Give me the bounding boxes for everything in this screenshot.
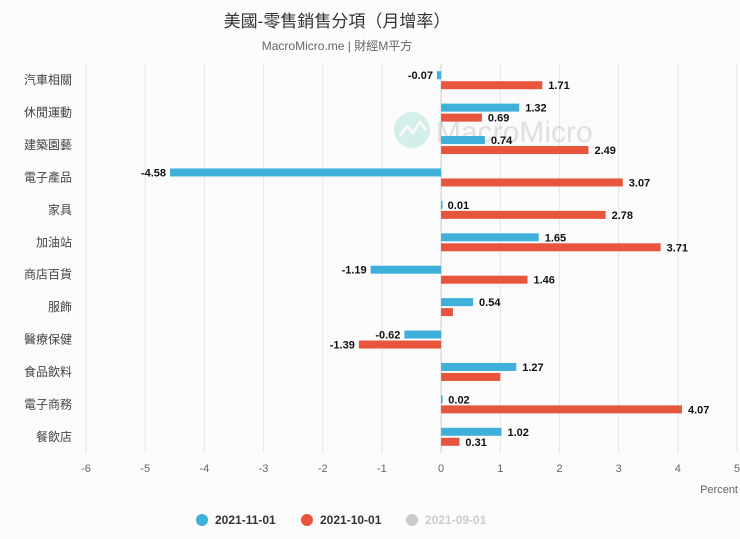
- bar[interactable]: [441, 146, 589, 155]
- bar[interactable]: [441, 275, 528, 284]
- data-label: 0.31: [465, 437, 486, 449]
- bar[interactable]: [441, 103, 520, 112]
- data-label: 1.27: [522, 362, 543, 374]
- x-tick-label: 1: [497, 463, 503, 475]
- data-label: 0.54: [479, 297, 501, 309]
- category-label: 醫療保健: [24, 333, 72, 347]
- x-tick-label: -3: [259, 463, 269, 475]
- category-label: 加油站: [36, 235, 72, 249]
- data-label: 3.07: [629, 177, 650, 189]
- x-tick-label: 4: [675, 463, 681, 475]
- category-label: 餐飲店: [36, 429, 72, 444]
- bar[interactable]: [370, 265, 442, 274]
- legend-marker-icon: [196, 514, 208, 526]
- x-tick-label: 5: [734, 463, 740, 475]
- data-label: -4.58: [141, 167, 166, 179]
- data-label: -1.19: [342, 265, 367, 277]
- category-label: 電子產品: [24, 169, 72, 184]
- x-tick-label: -5: [140, 463, 150, 475]
- x-tick-label: 2: [556, 463, 562, 475]
- bar[interactable]: [436, 71, 442, 80]
- data-label: 1.65: [545, 232, 566, 244]
- bar[interactable]: [170, 168, 442, 177]
- data-label: 3.71: [667, 242, 688, 254]
- category-label: 汽車相關: [24, 72, 72, 87]
- category-label: 建築園藝: [24, 137, 72, 152]
- bar[interactable]: [404, 330, 442, 339]
- bar[interactable]: [441, 395, 443, 404]
- legend-marker-icon: [406, 514, 418, 526]
- category-label: 服飾: [48, 300, 72, 314]
- legend-item[interactable]: 2021-10-01: [301, 513, 382, 527]
- bar[interactable]: [441, 427, 502, 436]
- bar[interactable]: [441, 81, 543, 90]
- bar[interactable]: [441, 298, 474, 307]
- x-tick-label: -4: [199, 463, 209, 475]
- bar[interactable]: [441, 405, 682, 414]
- data-label: 1.71: [548, 80, 569, 92]
- bar[interactable]: [441, 233, 539, 242]
- data-label: 0.02: [448, 394, 469, 406]
- x-tick-label: 0: [438, 463, 444, 475]
- legend-label: 2021-10-01: [320, 513, 382, 527]
- bar[interactable]: [441, 178, 623, 187]
- data-label: -1.39: [330, 340, 355, 352]
- bar[interactable]: [441, 362, 517, 371]
- category-label: 家具: [48, 202, 72, 217]
- legend-marker-icon: [301, 514, 313, 526]
- data-label: 2.49: [594, 145, 615, 157]
- data-label: 4.07: [688, 404, 709, 416]
- bar[interactable]: [441, 243, 661, 252]
- x-tick-label: -2: [318, 463, 328, 475]
- grid: [85, 64, 738, 453]
- watermark-logo-icon: [394, 112, 430, 148]
- data-label: 2.78: [612, 210, 633, 222]
- x-axis-ticks: -6 -5 -4 -3 -2 -1 0 1 2 3 4 5: [81, 463, 740, 475]
- category-label: 休閒運動: [24, 106, 72, 120]
- data-label: 0.69: [488, 113, 509, 125]
- legend-item[interactable]: 2021-11-01: [196, 513, 276, 527]
- chart-subtitle: MacroMicro.me | 財經M平方: [262, 38, 412, 53]
- data-label: 1.02: [507, 427, 528, 439]
- x-tick-label: -6: [81, 463, 91, 475]
- data-label: 1.32: [525, 103, 546, 115]
- bar[interactable]: [441, 210, 606, 219]
- legend: 2021-11-01 2021-10-01 2021-09-01: [196, 513, 487, 527]
- bar[interactable]: [441, 308, 453, 317]
- category-label: 商店百貨: [24, 267, 72, 282]
- bar[interactable]: [358, 340, 442, 349]
- category-label: 食品飲料: [24, 364, 72, 379]
- bar[interactable]: [441, 372, 501, 381]
- data-label: 0.01: [448, 200, 469, 212]
- data-label: 0.74: [491, 135, 513, 147]
- data-label: -0.07: [408, 70, 433, 82]
- category-labels: 汽車相關休閒運動建築園藝電子產品家具加油站商店百貨服飾醫療保健食品飲料電子商務餐…: [24, 72, 72, 444]
- bar[interactable]: [441, 437, 460, 446]
- data-label: -0.62: [375, 330, 400, 342]
- bars: -0.07 1.32 0.74 -4.58 0.01 1.65 -1.19 0.54 -0.62…: [141, 70, 709, 449]
- legend-label: 2021-09-01: [425, 513, 487, 527]
- x-tick-label: 3: [616, 463, 622, 475]
- x-tick-label: -1: [377, 463, 387, 475]
- bar[interactable]: [441, 113, 482, 122]
- x-axis-label: Percent: [700, 484, 738, 496]
- data-label: 1.46: [533, 275, 554, 287]
- category-label: 電子商務: [24, 396, 72, 411]
- bar[interactable]: [441, 136, 485, 145]
- legend-label: 2021-11-01: [215, 513, 276, 527]
- bar[interactable]: [441, 200, 443, 209]
- legend-item[interactable]: 2021-09-01: [406, 513, 487, 527]
- chart-title: 美國-零售銷售分項（月增率）: [224, 12, 451, 31]
